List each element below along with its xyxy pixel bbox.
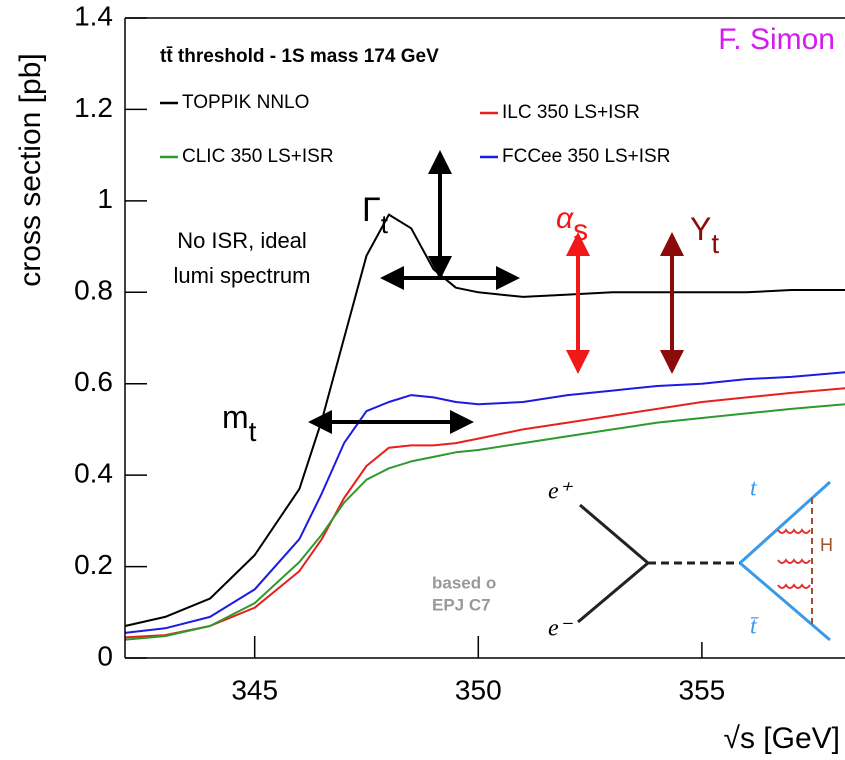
annotation: mt xyxy=(222,399,257,447)
top-lines xyxy=(738,480,832,642)
gluon-lines xyxy=(777,528,811,589)
y-tick-label: 0.8 xyxy=(74,275,113,306)
diagram-label: e⁻ xyxy=(548,616,574,642)
author: F. Simon xyxy=(718,23,835,56)
y-axis-label: cross section [pb] xyxy=(14,53,47,286)
x-tick-label: 345 xyxy=(231,674,278,705)
x-tick-label: 355 xyxy=(679,674,726,705)
y-tick-label: 0.6 xyxy=(74,366,113,397)
legend-label: ILC 350 LS+ISR xyxy=(502,102,640,123)
reference: EPJ C7 xyxy=(432,595,491,614)
annotation: No ISR, ideal xyxy=(177,228,307,253)
series-line xyxy=(124,403,845,641)
y-tick-label: 1.2 xyxy=(74,92,113,123)
legend-label: CLIC 350 LS+ISR xyxy=(182,146,334,167)
y-tick-label: 1 xyxy=(97,183,113,214)
annotation: αs xyxy=(556,202,588,247)
y-tick-label: 0.2 xyxy=(74,549,113,580)
y-tick-label: 1.4 xyxy=(74,0,113,31)
chart-title: tt̄ threshold - 1S mass 174 GeV xyxy=(160,46,439,67)
diagram-background xyxy=(510,462,844,642)
reference: based o xyxy=(432,573,496,592)
annotation: lumi spectrum xyxy=(174,263,311,288)
legend-label: FCCee 350 LS+ISR xyxy=(502,146,670,167)
diagram-background xyxy=(498,570,514,615)
plot-area xyxy=(124,17,845,659)
series-line xyxy=(124,387,845,639)
legend: TOPPIK NNLO ILC 350 LS+ISR CLIC 350 LS+ISR… xyxy=(160,92,670,167)
series-line xyxy=(124,371,845,634)
diagram-label: H xyxy=(820,535,833,555)
author-box xyxy=(622,20,840,58)
x-axis-label: √s [GeV] xyxy=(724,722,841,755)
diagram-label: e⁺ xyxy=(548,479,574,505)
diagram-label: t̄ xyxy=(750,614,759,640)
feynman-diagram: based o EPJ C7 e⁺ e⁻ t t̄ H xyxy=(432,462,844,642)
y-tick-label: 0 xyxy=(97,640,113,671)
x-tick-label: 350 xyxy=(455,674,502,705)
annotation: Γt xyxy=(362,191,389,239)
annotation: Yt xyxy=(690,211,719,259)
legend-label: TOPPIK NNLO xyxy=(182,92,309,113)
y-tick-label: 0.4 xyxy=(74,458,113,489)
diagram-label: t xyxy=(750,476,758,502)
